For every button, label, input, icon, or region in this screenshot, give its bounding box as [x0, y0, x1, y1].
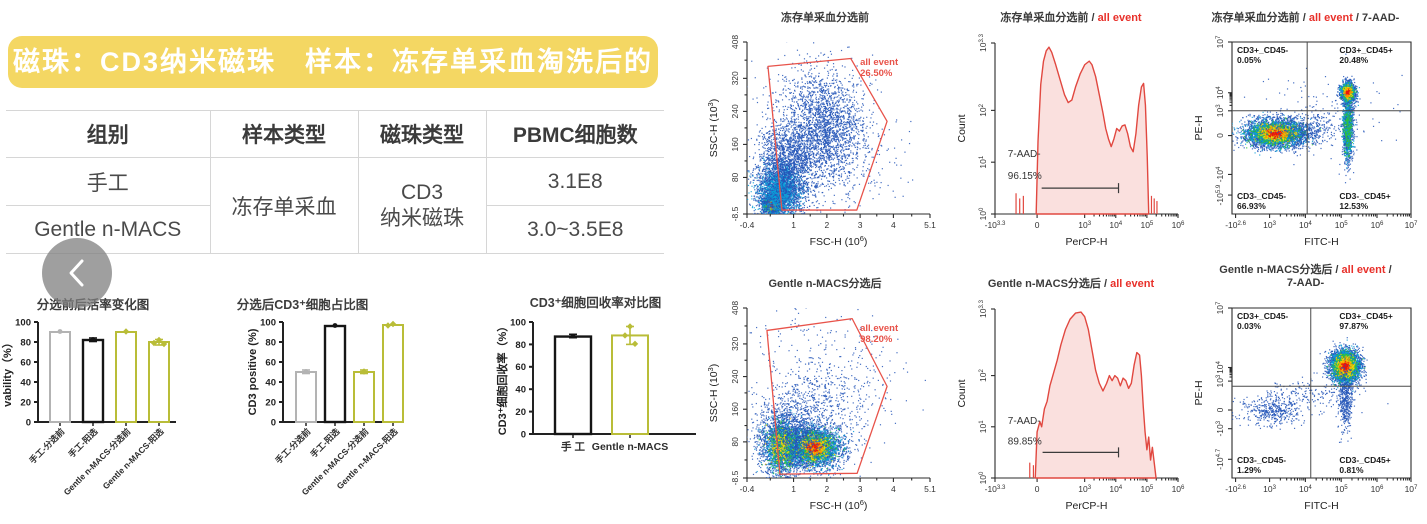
svg-text:CD3 positive (%): CD3 positive (%)	[247, 328, 259, 415]
svg-text:60: 60	[20, 357, 31, 368]
flow-scatter-post-sort	[700, 292, 950, 524]
cell-group-gentle-nmacs: Gentle n-MACS	[6, 205, 211, 254]
banner: 磁珠：CD3纳米磁珠 样本：冻存单采血淘洗后的细胞	[8, 36, 658, 130]
col-header-group: 组别	[6, 110, 211, 158]
svg-text:20: 20	[265, 397, 276, 408]
svg-text:20: 20	[20, 397, 31, 408]
cell-pbmc-gentle-nmacs: 3.0~3.5E8	[486, 205, 664, 254]
cell-bead-type: CD3 纳米磁珠	[358, 157, 487, 254]
flow-quadrant-pre-sort	[1184, 26, 1427, 260]
carousel-prev-button[interactable]	[42, 238, 112, 308]
cell-group-manual: 手工	[6, 157, 211, 206]
flow-plot-title: Gentle n-MACS分选后 / all event /7-AAD-	[1219, 264, 1392, 289]
svg-text:Gentle n-MACS-阳选: Gentle n-MACS-阳选	[101, 426, 166, 491]
chevron-left-icon	[69, 259, 84, 287]
svg-text:100: 100	[15, 317, 31, 328]
table-row: Gentle n-MACS 3.0~3.5E8	[6, 205, 664, 254]
bar-chart-title-cd3-positive: 分选后CD3⁺细胞占比图	[236, 298, 369, 312]
svg-text:CD3⁺细胞回收率（%）: CD3⁺细胞回收率（%）	[495, 321, 509, 436]
svg-text:0: 0	[521, 429, 526, 440]
col-header-sample-type: 样本类型	[210, 110, 359, 158]
svg-text:手工-分选前: 手工-分选前	[27, 426, 66, 465]
flow-plot-title: Gentle n-MACS分选后	[768, 278, 882, 290]
flow-plot-title: 冻存单采血分选前 / all event	[1000, 12, 1142, 24]
flow-plot-title: 冻存单采血分选前	[781, 12, 869, 24]
svg-text:0: 0	[26, 417, 31, 428]
svg-text:手工-阳选: 手工-阳选	[66, 426, 99, 459]
svg-text:手 工: 手 工	[561, 440, 585, 453]
table-header-row: 组别 样本类型 磁珠类型 PBMC细胞数	[6, 110, 664, 158]
svg-text:40: 40	[20, 377, 31, 388]
svg-text:60: 60	[265, 357, 276, 368]
svg-text:100: 100	[510, 317, 526, 328]
svg-text:40: 40	[515, 385, 526, 396]
svg-text:100: 100	[260, 317, 276, 328]
svg-text:20: 20	[515, 407, 526, 418]
flow-histogram-post-sort	[948, 292, 1194, 524]
svg-text:vability（%）: vability（%）	[1, 337, 14, 407]
flow-quadrant-post-sort	[1184, 292, 1427, 524]
svg-text:40: 40	[265, 377, 276, 388]
cell-pbmc-manual: 3.1E8	[486, 157, 664, 206]
flow-scatter-pre-sort	[700, 26, 950, 260]
svg-text:Gentle n-MACS: Gentle n-MACS	[592, 441, 668, 453]
flow-plot-title: Gentle n-MACS分选后 / all event	[987, 278, 1155, 290]
col-header-pbmc-count: PBMC细胞数	[486, 110, 664, 158]
svg-text:80: 80	[265, 337, 276, 348]
sample-info-table: 组别 样本类型 磁珠类型 PBMC细胞数 手工 冻存单采血 CD3 纳米磁珠 3…	[6, 110, 664, 254]
svg-text:80: 80	[515, 340, 526, 351]
table-row: 手工 冻存单采血 CD3 纳米磁珠 3.1E8	[6, 157, 664, 254]
svg-text:80: 80	[20, 337, 31, 348]
svg-text:0: 0	[271, 417, 276, 428]
svg-text:60: 60	[515, 362, 526, 373]
flow-histogram-pre-sort	[948, 26, 1194, 260]
flow-plot-title: 冻存单采血分选前 / all event / 7-AAD-	[1211, 12, 1400, 24]
cell-sample-type: 冻存单采血	[210, 157, 359, 254]
col-header-bead-type: 磁珠类型	[358, 110, 487, 158]
svg-text:手工-分选前: 手工-分选前	[273, 426, 312, 465]
bar-chart-title-recovery: CD3⁺细胞回收率对比图	[529, 296, 662, 310]
